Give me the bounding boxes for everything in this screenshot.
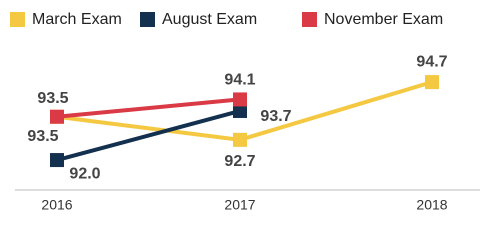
series-line [56,109,241,162]
data-label: 94.1 [224,72,255,89]
data-label: 93.5 [37,90,68,107]
legend-swatch [302,12,317,27]
x-tick-label: 2017 [224,197,255,213]
legend-label: March Exam [32,11,122,28]
legend-swatch [10,12,25,27]
marker [233,92,247,107]
x-tick-label: 2016 [41,197,72,213]
data-label: 92.7 [224,153,255,170]
marker [233,103,247,118]
marker [50,153,64,168]
marker [425,75,439,90]
data-label: 93.5 [27,128,58,145]
legend-label: November Exam [324,11,443,28]
marker [50,109,64,124]
marker [233,132,247,147]
x-tick-label: 2018 [416,197,447,213]
data-label: 94.7 [416,53,447,70]
legend-swatch [140,12,155,27]
data-label: 93.7 [260,108,291,125]
page: March Exam August Exam November Exam 2016 20… [10,11,480,213]
chart: March Exam August Exam November Exam 2016 20… [10,11,480,213]
data-label: 92.0 [69,165,100,182]
legend-label: August Exam [162,11,257,28]
series-line [56,97,241,119]
